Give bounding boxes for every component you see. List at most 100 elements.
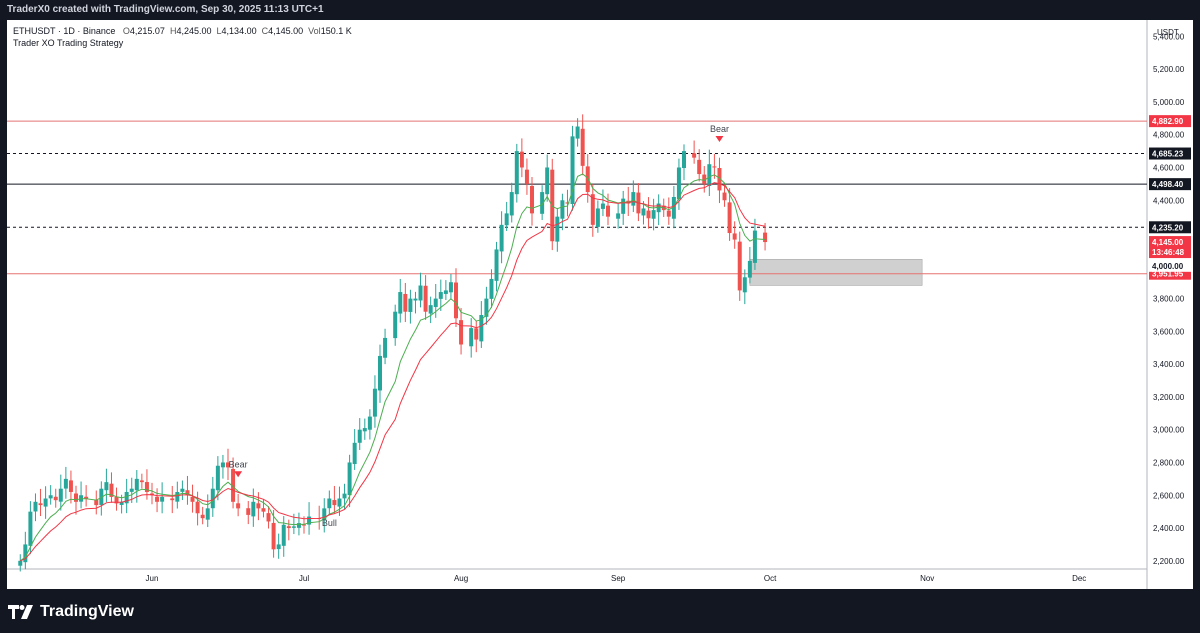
candle-body [378, 355, 382, 391]
time-tick-label: Nov [920, 574, 934, 583]
candle-body [479, 314, 484, 342]
candle-body [494, 249, 499, 281]
candle-body [448, 282, 453, 293]
level-price-tag: 3,951.95 [1152, 270, 1184, 279]
last-price-tag: 4,145.00 [1152, 238, 1184, 247]
price-tick-label: 2,200.00 [1153, 557, 1185, 566]
candle-body [423, 285, 428, 312]
candle-body [246, 508, 251, 515]
candle-body [666, 210, 671, 217]
candle-body [231, 468, 236, 502]
candle-body [697, 159, 702, 175]
candle-body [590, 194, 595, 225]
candle-body [144, 482, 149, 492]
open-label: O [122, 26, 130, 36]
ema-slow-line [20, 182, 766, 562]
candle-body [63, 478, 68, 489]
tradingview-logo[interactable]: TradingView [8, 603, 134, 621]
candle-body [281, 524, 286, 546]
candle-body [74, 493, 78, 502]
candle-body [200, 514, 205, 519]
candle-body [291, 526, 296, 528]
price-tick-label: 3,800.00 [1153, 295, 1185, 304]
price-tick-label-bg [1149, 259, 1191, 272]
candle-body [307, 516, 312, 525]
candle-body [580, 128, 585, 166]
candle-body [18, 560, 23, 566]
price-tick-label: 3,000.00 [1153, 426, 1185, 435]
candle-body [454, 282, 458, 319]
candle-body [651, 210, 656, 219]
tradingview-logo-icon [8, 605, 33, 619]
candle-body [104, 482, 109, 491]
price-tick-label: 5,400.00 [1153, 32, 1185, 41]
candle-body [68, 480, 73, 492]
candle-body [565, 202, 570, 204]
candle-body [134, 478, 139, 491]
candle-body [180, 488, 185, 492]
candle-body [692, 153, 697, 158]
candle-body [555, 216, 560, 242]
candle-body [712, 166, 717, 168]
price-tick-label: 5,000.00 [1153, 98, 1185, 107]
level-price-tag: 4,685.23 [1152, 150, 1184, 159]
bull-signal-label: Bull [322, 518, 337, 528]
candle-body [676, 167, 681, 200]
indicator-row[interactable]: Trader XO Trading Strategy [13, 37, 352, 49]
candle-body [621, 198, 626, 214]
candle-body [560, 200, 565, 219]
candle-body [38, 503, 43, 506]
candle-body [58, 488, 63, 502]
bear-signal-icon [715, 136, 724, 143]
symbol-label[interactable]: ETHUSDT · 1D · Binance [13, 26, 116, 36]
candle-body [261, 508, 266, 512]
price-tick-label: 3,200.00 [1153, 393, 1185, 402]
candle-body [742, 277, 747, 293]
level-price-tag: 4,235.20 [1152, 223, 1184, 232]
candle-body [367, 416, 372, 430]
candle-body [256, 503, 261, 509]
candle-body [722, 192, 727, 201]
price-tick-label: 3,400.00 [1153, 360, 1185, 369]
candle-body [337, 498, 342, 507]
footer: TradingView [8, 600, 134, 624]
bear-signal-label: Bear [229, 459, 248, 469]
candle-body [23, 544, 28, 563]
candle-body [403, 293, 408, 312]
candle-body [509, 192, 514, 216]
candle-body [362, 428, 367, 432]
candle-body [251, 501, 256, 517]
candle-body [119, 501, 124, 505]
candle-body [484, 298, 489, 317]
time-tick-label: Oct [764, 574, 777, 583]
candle-body [428, 305, 433, 314]
candle-body [499, 224, 504, 252]
candle-body [271, 522, 276, 550]
candle-body [408, 298, 413, 312]
time-tick-label: Dec [1072, 574, 1086, 583]
candle-body [606, 205, 610, 217]
volume-label: Vol [308, 26, 321, 36]
candle-body [322, 508, 327, 520]
level-price-tag: 4,498.40 [1152, 180, 1184, 189]
candle-body [570, 136, 575, 204]
candle-body [226, 462, 230, 468]
chart-frame[interactable]: USDT 5,400.00 5,200.00 5,000.00 4,800.00 4,60… [7, 20, 1193, 589]
open-value: 4,215.07 [129, 26, 165, 36]
high-label: H [169, 26, 177, 36]
candle-body [530, 186, 534, 214]
price-tick-label: 4,000.00 [1152, 262, 1184, 271]
candle-body [469, 328, 474, 347]
time-tick-label: Sep [611, 574, 626, 583]
level-price-tag-bg [1149, 115, 1191, 128]
credit-text: TraderX0 created with TradingView.com, S… [7, 4, 324, 15]
candle-body [332, 500, 337, 506]
candle-body [302, 524, 306, 526]
last-price-tag-bg [1149, 236, 1191, 259]
candle-body [84, 496, 89, 499]
candle-body [170, 498, 175, 501]
indicator-name[interactable]: Trader XO Trading Strategy [13, 38, 124, 48]
candle-body [727, 202, 732, 234]
candle-body [357, 429, 362, 443]
